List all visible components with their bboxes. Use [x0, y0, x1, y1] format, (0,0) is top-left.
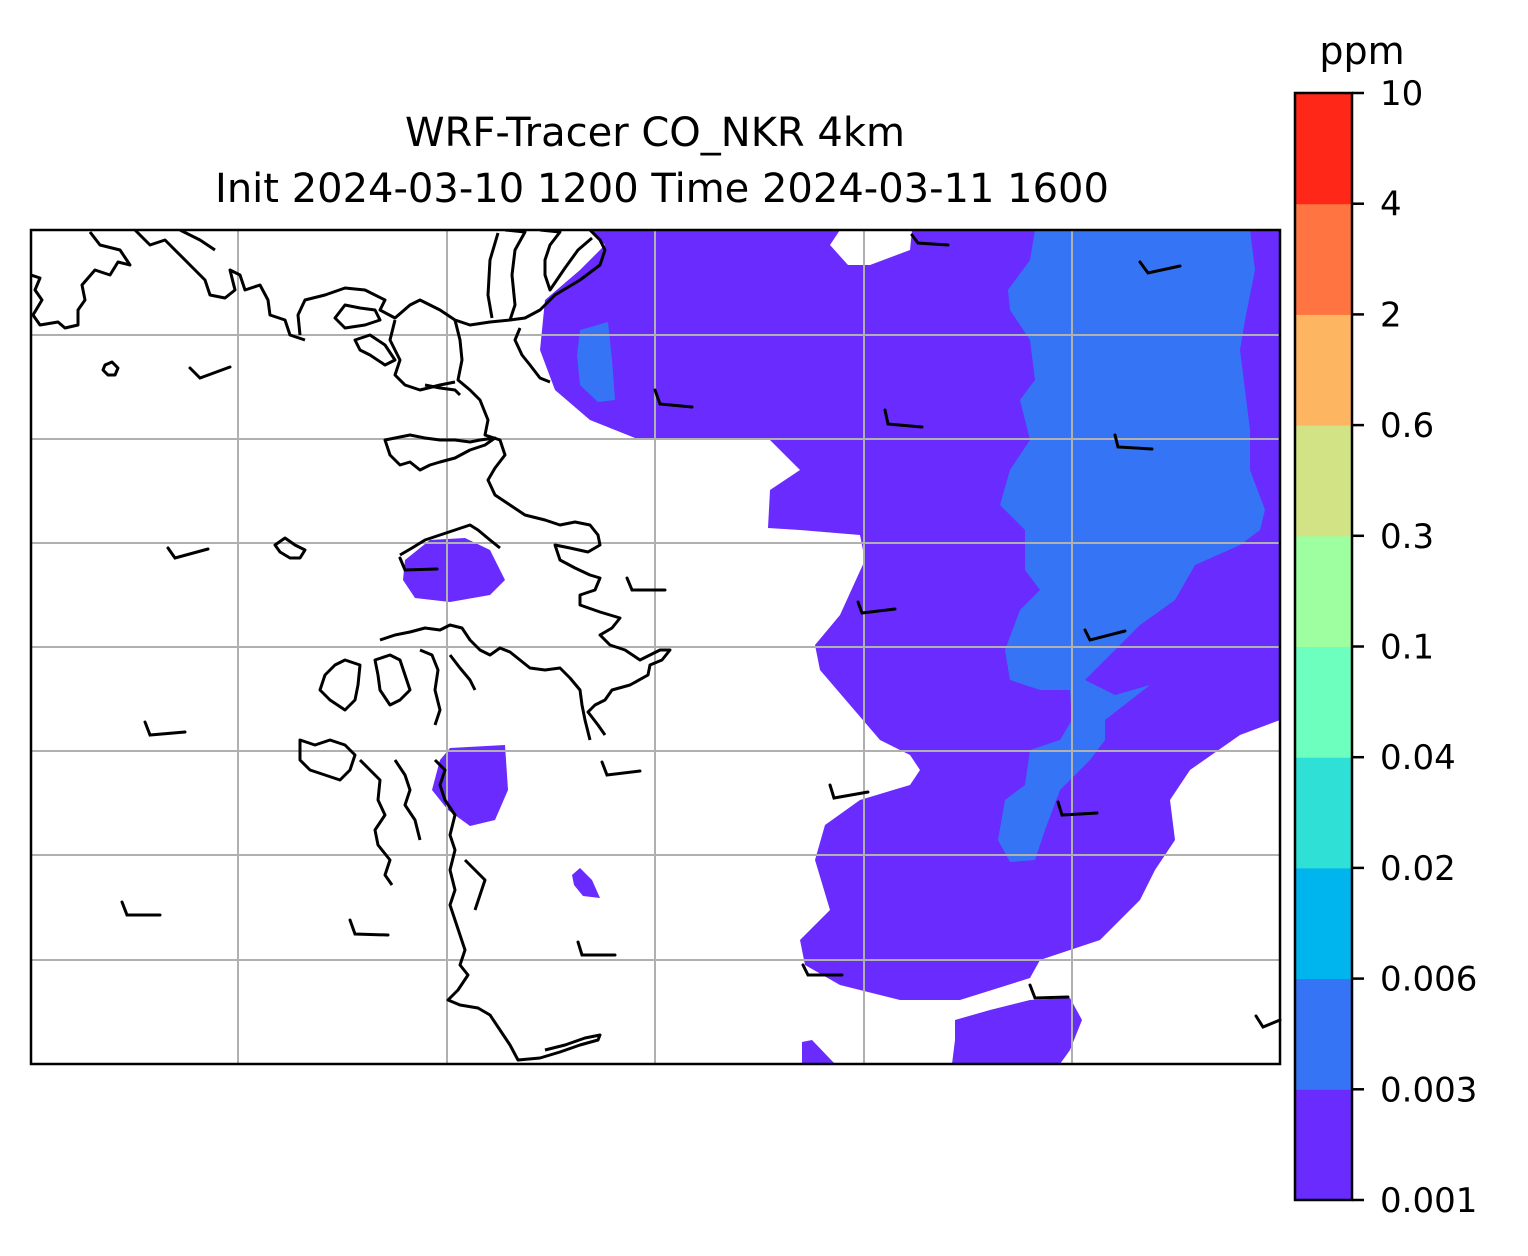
colorbar-tick-label: 10	[1380, 74, 1423, 114]
colorbar: ppm 0.001 0.003 0.006 0.02 0.04 0.1 0.3 0.6 2 4 10	[1293, 29, 1477, 1221]
co-patch-4	[952, 998, 1082, 1064]
colorbar-tick-label: 0.003	[1380, 1070, 1477, 1110]
co-region-mid-small	[577, 322, 615, 402]
co-patch-1	[403, 538, 505, 602]
co-patch-2	[432, 745, 508, 826]
wind-barbs	[120, 233, 1282, 1029]
colorbar-segment	[1295, 425, 1352, 537]
colorbar-segment	[1295, 757, 1352, 869]
colorbar-segment	[1295, 867, 1352, 980]
colorbar-tick-label: 0.1	[1380, 628, 1434, 668]
colorbar-ticks: 0.001 0.003 0.006 0.02 0.04 0.1 0.3 0.6 2 4 10	[1352, 74, 1477, 1221]
clear-gap-top	[830, 230, 912, 265]
colorbar-segment	[1295, 646, 1352, 758]
map-frame	[29, 228, 1282, 1066]
colorbar-segment	[1295, 93, 1352, 205]
colorbar-segment	[1295, 314, 1352, 426]
concentration-fill	[403, 230, 1280, 1064]
colorbar-segments	[1295, 93, 1352, 1201]
colorbar-tick-label: 4	[1380, 185, 1402, 225]
colorbar-tick-label: 0.3	[1380, 517, 1434, 557]
colorbar-segment	[1295, 203, 1352, 315]
map-title-line1: WRF-Tracer CO_NKR 4km	[405, 110, 905, 156]
map-panel	[29, 228, 1282, 1066]
coastlines	[31, 230, 672, 1062]
colorbar-tick-label: 2	[1380, 295, 1402, 335]
colorbar-segment	[1295, 978, 1352, 1090]
colorbar-tick-label: 0.6	[1380, 406, 1434, 446]
colorbar-segment	[1295, 1089, 1352, 1201]
colorbar-segment	[1295, 535, 1352, 647]
colorbar-tick-label: 0.02	[1380, 849, 1456, 889]
co-patch-3	[572, 868, 600, 898]
co-region-mid-main	[998, 230, 1265, 862]
colorbar-unit-label: ppm	[1319, 29, 1404, 73]
map-title-line2: Init 2024-03-10 1200 Time 2024-03-11 160…	[215, 166, 1109, 212]
map-gridlines	[31, 230, 1280, 1064]
colorbar-tick-label: 0.006	[1380, 960, 1477, 1000]
colorbar-tick-label: 0.04	[1380, 738, 1456, 778]
co-patch-5	[802, 1040, 835, 1064]
colorbar-tick-label: 0.001	[1380, 1181, 1477, 1221]
